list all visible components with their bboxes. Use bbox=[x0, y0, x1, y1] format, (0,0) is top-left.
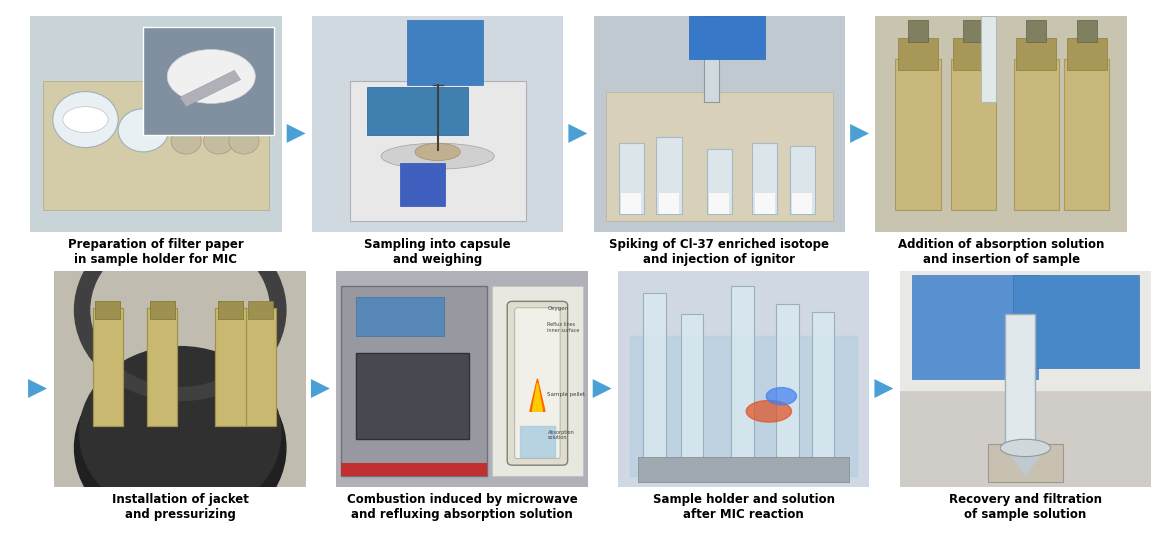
Bar bbox=[341, 463, 487, 476]
Bar bbox=[793, 193, 812, 214]
Bar bbox=[951, 59, 996, 210]
Bar bbox=[143, 27, 274, 135]
Bar bbox=[754, 193, 775, 214]
Ellipse shape bbox=[766, 388, 796, 405]
Polygon shape bbox=[1010, 454, 1040, 476]
Bar bbox=[149, 301, 175, 318]
Bar bbox=[690, 16, 765, 59]
Bar bbox=[43, 81, 270, 210]
Bar bbox=[1014, 59, 1059, 210]
Bar bbox=[149, 301, 175, 318]
Text: Spiking of Cl-37 enriched isotope
and injection of ignitor: Spiking of Cl-37 enriched isotope and in… bbox=[610, 238, 830, 266]
Text: Sample holder and solution
after MIC reaction: Sample holder and solution after MIC rea… bbox=[653, 494, 834, 521]
Text: Absorption
solution: Absorption solution bbox=[547, 430, 574, 440]
Bar bbox=[731, 286, 753, 476]
Text: Sampling into capsule
and weighing: Sampling into capsule and weighing bbox=[364, 238, 511, 266]
Bar bbox=[218, 301, 243, 318]
Bar bbox=[95, 301, 120, 318]
Bar bbox=[1026, 20, 1046, 42]
Ellipse shape bbox=[746, 401, 791, 422]
Bar bbox=[147, 308, 177, 426]
Text: Addition of absorption solution
and insertion of sample: Addition of absorption solution and inse… bbox=[898, 238, 1104, 266]
Ellipse shape bbox=[381, 143, 494, 169]
Bar bbox=[1067, 38, 1107, 70]
Bar bbox=[811, 312, 834, 476]
Bar bbox=[245, 308, 275, 426]
Bar bbox=[400, 163, 445, 206]
Bar bbox=[1005, 314, 1036, 454]
Circle shape bbox=[204, 128, 234, 154]
Text: Combustion induced by microwave
and refluxing absorption solution: Combustion induced by microwave and refl… bbox=[347, 494, 577, 521]
Bar bbox=[93, 308, 123, 426]
Bar bbox=[900, 271, 1151, 390]
Bar bbox=[407, 20, 482, 85]
Bar bbox=[953, 38, 994, 70]
Text: Installation of jacket
and pressurizing: Installation of jacket and pressurizing bbox=[112, 494, 249, 521]
Ellipse shape bbox=[168, 49, 256, 104]
Bar bbox=[643, 293, 665, 476]
Text: Sample pellet: Sample pellet bbox=[547, 392, 585, 397]
Bar bbox=[1076, 20, 1097, 42]
Bar bbox=[367, 87, 467, 135]
Bar bbox=[95, 301, 120, 318]
Ellipse shape bbox=[1000, 439, 1051, 456]
Bar bbox=[709, 193, 729, 214]
Circle shape bbox=[229, 128, 259, 154]
Polygon shape bbox=[532, 383, 543, 411]
Bar bbox=[341, 286, 487, 476]
Bar bbox=[248, 301, 273, 318]
FancyBboxPatch shape bbox=[515, 308, 560, 459]
Bar bbox=[705, 16, 720, 103]
Circle shape bbox=[74, 358, 286, 537]
Bar bbox=[621, 193, 641, 214]
Bar bbox=[1016, 38, 1056, 70]
Bar bbox=[215, 308, 245, 426]
Text: Reflux lines
inner surface: Reflux lines inner surface bbox=[547, 322, 580, 332]
Circle shape bbox=[53, 91, 118, 148]
Ellipse shape bbox=[415, 143, 460, 161]
Circle shape bbox=[171, 128, 201, 154]
Bar bbox=[752, 143, 778, 214]
Bar bbox=[988, 444, 1063, 482]
Bar bbox=[638, 456, 849, 482]
Bar bbox=[215, 308, 245, 426]
Text: Recovery and filtration
of sample solution: Recovery and filtration of sample soluti… bbox=[949, 494, 1101, 521]
Polygon shape bbox=[530, 379, 545, 411]
Bar bbox=[606, 91, 833, 221]
Ellipse shape bbox=[62, 107, 108, 133]
Bar bbox=[707, 149, 732, 214]
Bar bbox=[981, 16, 996, 103]
Bar bbox=[631, 336, 857, 476]
Bar bbox=[519, 426, 555, 456]
Text: Oxygen: Oxygen bbox=[547, 306, 568, 311]
FancyBboxPatch shape bbox=[507, 301, 568, 465]
Circle shape bbox=[80, 346, 281, 519]
Bar bbox=[1064, 59, 1110, 210]
Bar bbox=[964, 20, 983, 42]
Bar bbox=[356, 353, 470, 439]
Bar bbox=[218, 301, 243, 318]
Bar bbox=[147, 308, 177, 426]
Bar bbox=[659, 193, 679, 214]
Bar bbox=[790, 146, 815, 214]
Bar bbox=[908, 20, 928, 42]
Bar bbox=[896, 59, 941, 210]
Bar bbox=[619, 143, 644, 214]
Bar bbox=[492, 286, 583, 476]
Bar bbox=[912, 275, 1038, 379]
Bar bbox=[776, 303, 799, 476]
Bar bbox=[898, 38, 938, 70]
Bar bbox=[680, 314, 703, 476]
Bar bbox=[179, 70, 241, 107]
Bar bbox=[93, 308, 123, 426]
Circle shape bbox=[118, 109, 169, 152]
Bar bbox=[1012, 275, 1138, 368]
Bar bbox=[349, 81, 525, 221]
Text: Preparation of filter paper
in sample holder for MIC: Preparation of filter paper in sample ho… bbox=[68, 238, 244, 266]
Bar bbox=[356, 297, 444, 336]
Bar bbox=[656, 137, 681, 214]
